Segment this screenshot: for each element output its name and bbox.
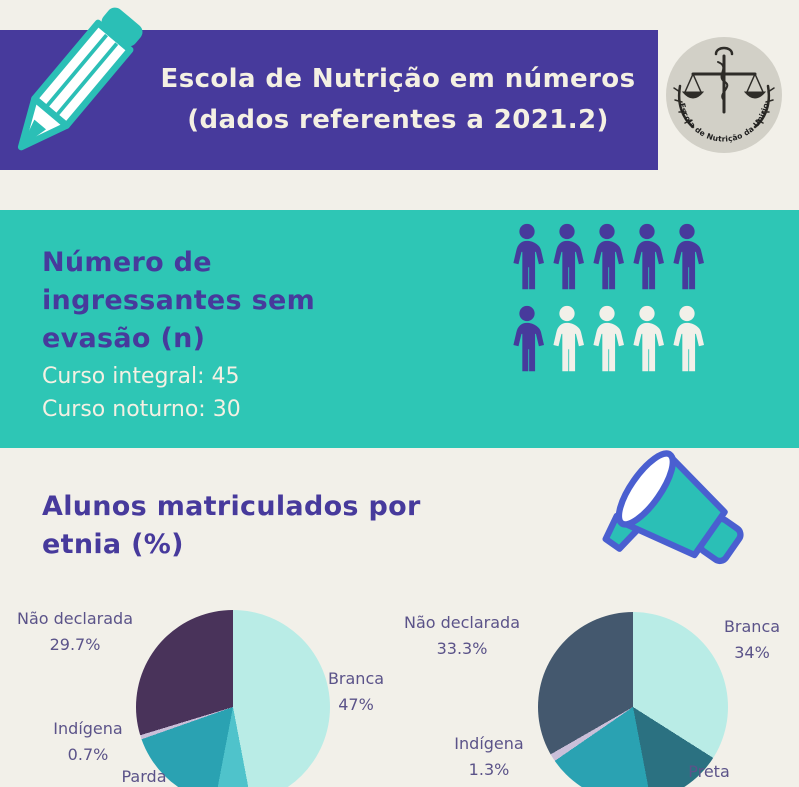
pie-label-pct: 29.7% — [49, 635, 101, 654]
heading-line-2: ingressantes sem — [42, 285, 316, 316]
person-icon — [510, 220, 544, 294]
person-icon — [630, 220, 664, 294]
stat-curso-integral: Curso integral: 45 — [42, 364, 240, 389]
ingressantes-section: Número de ingressantes sem evasão (n) Cu… — [0, 210, 799, 448]
pie-left-label-parda: Parda — [92, 764, 196, 787]
students-pictograph — [508, 220, 706, 380]
pie-chart-right — [538, 612, 728, 787]
etnia-heading-line-1: Alunos matriculados por — [42, 491, 421, 522]
ingressantes-heading: Número de ingressantes sem evasão (n) — [42, 244, 315, 358]
pie-right-label-nao-declarada: Não declarada 33.3% — [392, 610, 532, 662]
megaphone-icon — [598, 425, 766, 593]
pie-right-label-branca: Branca 34% — [708, 614, 796, 666]
pie-label-text: Não declarada — [403, 613, 521, 632]
etnia-heading: Alunos matriculados por etnia (%) — [42, 488, 421, 564]
person-icon — [670, 220, 704, 294]
pie-label-pct: 33.3% — [436, 639, 488, 658]
person-icon — [510, 302, 544, 376]
pie-label-text: Não declarada — [16, 609, 134, 628]
page-subtitle: (dados referentes a 2021.2) — [187, 105, 609, 135]
person-icon — [670, 302, 704, 376]
page-title: Escola de Nutrição em números — [160, 64, 636, 94]
person-icon — [550, 220, 584, 294]
pie-right-label-preta: Preta — [664, 759, 754, 785]
pie-label-pct: 47% — [338, 695, 374, 714]
stat-curso-noturno: Curso noturno: 30 — [42, 397, 241, 422]
pie-label-text: Branca — [723, 617, 781, 636]
pie-label-text: Indígena — [454, 734, 524, 753]
person-icon — [550, 302, 584, 376]
ingressantes-stats: Curso integral: 45 Curso noturno: 30 — [42, 360, 241, 426]
pie-label-text: Branca — [327, 669, 385, 688]
pie-right-label-indigena: Indígena 1.3% — [428, 731, 550, 783]
pie-chart-left — [136, 610, 330, 787]
pie-left-label-indigena: Indígena 0.7% — [28, 716, 148, 768]
person-icon — [590, 302, 624, 376]
pie-left-label-nao-declarada: Não declarada 29.7% — [8, 606, 142, 658]
pie-label-pct: 34% — [734, 643, 770, 662]
pie-label-text: Indígena — [53, 719, 123, 738]
heading-line-1: Número de — [42, 247, 212, 278]
pie-label-text: Preta — [688, 762, 730, 781]
pie-left-label-branca: Branca 47% — [300, 666, 412, 718]
pie-label-pct: 0.7% — [67, 745, 109, 764]
pie-label-pct: 1.3% — [468, 760, 510, 779]
person-icon — [630, 302, 664, 376]
person-icon — [590, 220, 624, 294]
etnia-heading-line-2: etnia (%) — [42, 529, 184, 560]
heading-line-3: evasão (n) — [42, 323, 206, 354]
pie-label-text: Parda — [121, 767, 167, 786]
school-logo: Escola de Nutrição da Unirio — [663, 34, 785, 156]
header-banner: Escola de Nutrição em números (dados ref… — [0, 30, 658, 170]
